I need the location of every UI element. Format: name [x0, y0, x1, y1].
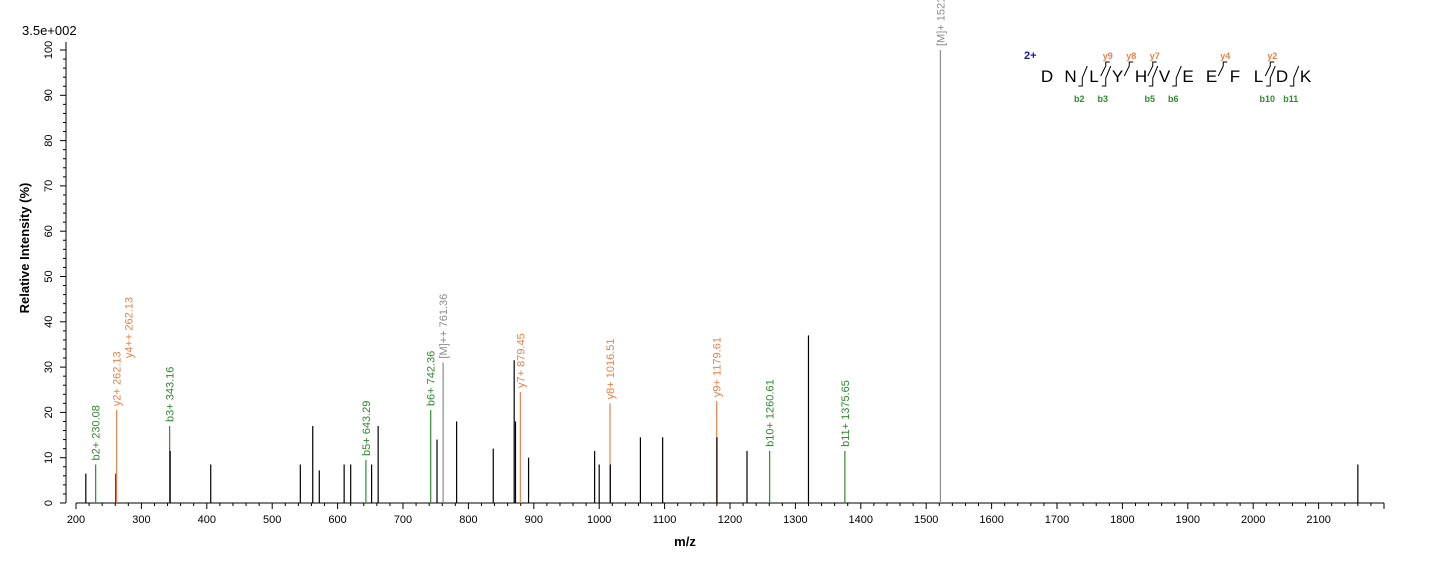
- peak-label: b10+ 1260.61: [765, 379, 777, 447]
- y-ion-bracket: [1147, 61, 1157, 77]
- b-ion-label: b5: [1144, 94, 1155, 104]
- x-tick-label: 700: [394, 514, 412, 526]
- y-axis-title: Relative Intensity (%): [17, 183, 32, 314]
- peak-label: b11+ 1375.65: [840, 380, 852, 447]
- peak-label: y2+ 262.13: [112, 351, 124, 406]
- axes: 200 300 400 500 600 700 800 900 1000 1100 1200 1300…: [43, 41, 1385, 526]
- y-tick-label: 50: [43, 270, 55, 282]
- residue: K: [1300, 67, 1312, 86]
- peak-label: y9+ 1179.61: [712, 337, 724, 397]
- residue: E: [1182, 67, 1193, 86]
- b-ion-label: b11: [1283, 94, 1298, 104]
- y-tick-label: 100: [43, 41, 55, 59]
- x-tick-label: 1300: [783, 514, 807, 526]
- x-tick-label: 300: [132, 514, 150, 526]
- charge-state: 2+: [1024, 50, 1037, 62]
- x-tick-label: 1900: [1176, 514, 1200, 526]
- x-tick-label: 900: [525, 514, 543, 526]
- x-tick-label: 200: [67, 514, 85, 526]
- x-tick-label: 1800: [1110, 514, 1134, 526]
- y-tick-label: 30: [43, 361, 55, 373]
- x-tick-label: 1700: [1045, 514, 1069, 526]
- residue: F: [1230, 67, 1240, 86]
- peak-label: [M]++ 761.36: [438, 294, 450, 359]
- b-ion-label: b3: [1097, 94, 1108, 104]
- residue: N: [1064, 67, 1076, 86]
- y-ion-bracket: [1264, 61, 1275, 77]
- b-ion-bracket: [1266, 65, 1276, 87]
- y-tick-label: 40: [43, 316, 55, 328]
- peak-label: b6+ 742.36: [426, 351, 438, 406]
- b-ion-label: b2: [1074, 94, 1085, 104]
- b-ion-bracket: [1289, 65, 1300, 87]
- y-ion-bracket: [1100, 61, 1110, 77]
- residue: Y: [1112, 67, 1123, 86]
- x-tick-label: 1600: [979, 514, 1003, 526]
- residue: L: [1089, 67, 1098, 86]
- peak-label: y8+ 1016.51: [605, 338, 617, 399]
- b-ion-label: b10: [1259, 94, 1275, 104]
- residue: H: [1135, 67, 1147, 86]
- y-tick-label: 10: [43, 452, 55, 464]
- y-ion-label: y7: [1150, 51, 1160, 61]
- x-tick-label: 600: [328, 514, 346, 526]
- x-tick-label: 2100: [1306, 514, 1330, 526]
- y-tick-label: 90: [43, 89, 55, 101]
- residue: D: [1041, 67, 1053, 86]
- y-tick-label: 0: [43, 500, 55, 506]
- x-tick-label: 500: [263, 514, 281, 526]
- b-ion-bracket: [1148, 65, 1159, 87]
- peak-label: b2+ 230.08: [91, 405, 103, 460]
- intensity-scale-label: 3.5e+002: [22, 23, 77, 38]
- y-ion-bracket: [1123, 61, 1134, 77]
- peak-label: b5+ 643.29: [361, 401, 373, 456]
- y-tick-label: 60: [43, 225, 55, 237]
- peak-label: [M]+ 1521.76: [935, 0, 947, 46]
- residue: L: [1254, 67, 1263, 86]
- y-tick-label: 20: [43, 406, 55, 418]
- x-axis-title: m/z: [674, 534, 696, 549]
- x-tick-label: 1400: [849, 514, 873, 526]
- x-tick-label: 400: [198, 514, 216, 526]
- y-ion-label: y2: [1267, 51, 1277, 61]
- x-tick-label: 1200: [718, 514, 742, 526]
- y-ion-label: y4: [1220, 51, 1230, 61]
- peak-label: b3+ 343.16: [165, 367, 177, 422]
- x-tick-label: 1000: [587, 514, 611, 526]
- residue: E: [1206, 67, 1217, 86]
- b-ion-bracket: [1101, 65, 1112, 87]
- x-tick-label: 1100: [653, 514, 677, 526]
- peaks: [85, 50, 1359, 503]
- x-tick-label: 800: [459, 514, 477, 526]
- x-tick-label: 2000: [1241, 514, 1265, 526]
- residue: V: [1159, 67, 1171, 86]
- y-tick-label: 80: [43, 134, 55, 146]
- peak-label: y7+ 879.45: [515, 333, 527, 388]
- y-ion-label: y8: [1126, 51, 1136, 61]
- y-tick-label: 70: [43, 180, 55, 192]
- b-ion-bracket: [1172, 65, 1182, 87]
- peak-label: y4++ 262.13: [124, 297, 136, 358]
- y-ion-label: y9: [1103, 51, 1113, 61]
- residue: D: [1276, 67, 1288, 86]
- x-tick-label: 1500: [914, 514, 938, 526]
- y-ion-bracket: [1217, 61, 1228, 77]
- b-ion-label: b6: [1168, 94, 1179, 104]
- b-ion-bracket: [1078, 65, 1088, 87]
